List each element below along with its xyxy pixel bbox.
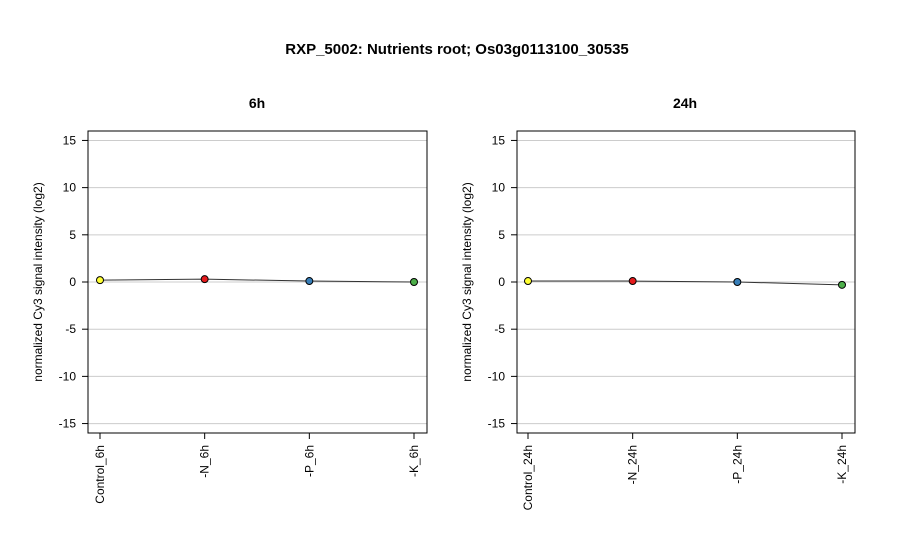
y-tick-label: 15 [492, 133, 506, 147]
y-tick-label: 0 [69, 275, 76, 289]
x-tick-label: -N_6h [198, 445, 212, 478]
figure-title: RXP_5002: Nutrients root; Os03g0113100_3… [285, 41, 629, 58]
x-tick-label: Control_6h [93, 445, 107, 504]
data-point [305, 277, 314, 286]
y-tick-label: 10 [492, 181, 506, 195]
y-tick-label: -5 [65, 322, 76, 336]
data-point [733, 278, 742, 286]
data-point [96, 276, 104, 285]
data-point [628, 277, 637, 286]
x-tick-label: -P_6h [302, 445, 316, 477]
x-tick-label: Control_24h [521, 445, 535, 510]
x-tick-label: -N_24h [626, 445, 640, 484]
y-tick-label: -15 [488, 417, 506, 431]
y-tick-label: 5 [69, 228, 76, 242]
y-tick-label: 10 [63, 181, 77, 195]
y-tick-label: 0 [498, 275, 505, 289]
data-point [410, 278, 418, 286]
x-tick-label: -P_24h [730, 445, 744, 484]
data-point [524, 277, 532, 286]
data-point [838, 280, 846, 289]
x-tick-label: -K_24h [835, 445, 849, 484]
x-tick-label: -K_6h [407, 445, 421, 477]
y-tick-label: 5 [498, 228, 505, 242]
y-axis-label: normalized Cy3 signal intensity (log2) [31, 182, 45, 381]
y-tick-label: -15 [59, 417, 77, 431]
y-axis-label: normalized Cy3 signal intensity (log2) [460, 182, 474, 381]
data-point [200, 275, 209, 284]
series-line [528, 280, 843, 286]
panel-title: 6h [249, 95, 265, 111]
y-tick-label: 15 [63, 133, 77, 147]
panel-title: 24h [673, 95, 697, 111]
y-tick-label: -10 [59, 369, 77, 383]
y-tick-label: -10 [488, 369, 506, 383]
y-tick-label: -5 [494, 322, 505, 336]
series-line [99, 278, 415, 283]
chart-panel-24h: 24h normalized Cy3 signal intensity (log… [460, 95, 856, 510]
chart-panel-6h: 6h normalized Cy3 signal intensity (log2… [31, 95, 428, 504]
